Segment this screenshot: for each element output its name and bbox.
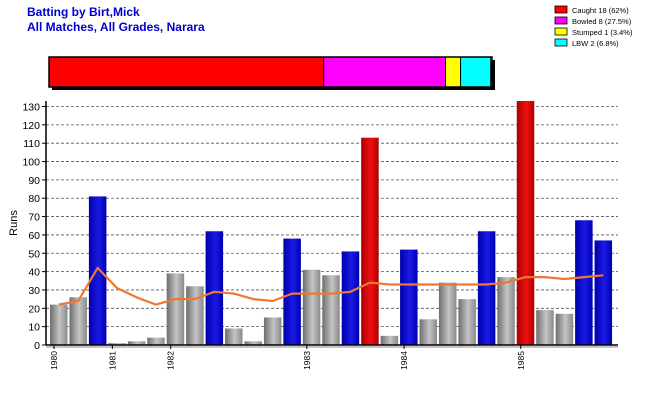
innings-bar-not_out — [594, 240, 613, 345]
y-tick-label: 30 — [28, 285, 40, 297]
innings-bar-out — [438, 282, 457, 345]
innings-bar-out — [322, 275, 340, 345]
innings-bar-not_out — [575, 220, 593, 345]
legend-label-stumped: Stumped 1 (3.4%) — [572, 28, 633, 37]
innings-bar-out — [186, 286, 204, 345]
innings-bar-not_out — [283, 238, 301, 345]
y-tick-label: 130 — [22, 102, 40, 114]
x-year-label: 1982 — [166, 351, 176, 370]
x-year-label: 1985 — [516, 351, 526, 370]
innings-bar-out — [225, 328, 243, 345]
x-year-label: 1980 — [49, 351, 59, 370]
legend-swatch-stumped — [554, 27, 568, 36]
y-tick-label: 110 — [23, 138, 40, 150]
innings-bar-out — [166, 273, 185, 345]
y-tick-label: 80 — [28, 193, 40, 205]
innings-bar-not_out — [205, 231, 224, 345]
innings-bar-not_out — [400, 249, 418, 345]
innings-bar-highlight — [516, 101, 535, 345]
innings-bar-out — [69, 297, 87, 345]
legend-swatch-lbw — [554, 38, 568, 47]
innings-bar-out — [108, 343, 126, 345]
y-tick-label: 0 — [34, 340, 40, 352]
average-line — [58, 266, 604, 306]
y-tick-label: 60 — [28, 230, 40, 242]
y-axis-label: Runs — [8, 210, 20, 236]
legend-label-lbw: LBW 2 (6.8%) — [572, 39, 619, 48]
x-year-label: 1983 — [302, 351, 312, 370]
y-tick-label: 100 — [22, 157, 40, 169]
legend-swatch-bowled — [554, 16, 568, 25]
y-tick-label: 120 — [22, 120, 40, 132]
y-tick-label: 40 — [28, 267, 40, 279]
legend-label-caught: Caught 18 (62%) — [572, 6, 629, 15]
y-tick-label: 70 — [28, 212, 40, 224]
innings-bar-out — [555, 313, 574, 345]
dismissal-segment-caught — [48, 56, 325, 88]
chart-title-line1: Batting by Birt,Mick — [27, 5, 140, 19]
x-year-label: 1984 — [399, 351, 409, 370]
y-tick-label: 10 — [28, 322, 40, 334]
innings-bar-not_out — [477, 231, 496, 345]
innings-bar-not_out — [88, 196, 107, 345]
innings-bar-out — [497, 277, 515, 345]
innings-bar-not_out — [341, 251, 360, 345]
innings-bar-out — [127, 341, 146, 345]
x-year-label: 1981 — [107, 351, 117, 370]
innings-bar-out — [419, 319, 438, 345]
y-tick-label: 20 — [28, 303, 40, 315]
innings-bar-out — [263, 317, 282, 345]
legend-swatch-caught — [554, 5, 568, 14]
y-tick-label: 50 — [28, 248, 40, 260]
chart-title-line2: All Matches, All Grades, Narara — [27, 20, 205, 34]
dismissal-bar-border — [48, 56, 493, 88]
innings-bar-out — [380, 335, 399, 345]
innings-bar-out — [244, 341, 262, 345]
innings-bar-out — [536, 310, 554, 345]
dismissal-segment-stumped — [444, 56, 462, 88]
y-tick-label: 90 — [28, 175, 40, 187]
innings-bar-out — [50, 304, 68, 345]
innings-bar-out — [458, 299, 476, 345]
dismissal-segment-bowled — [323, 56, 446, 88]
innings-bar-out — [147, 337, 165, 345]
dismissal-segment-lbw — [460, 56, 492, 88]
legend-label-bowled: Bowled 8 (27.5%) — [572, 17, 632, 26]
innings-bar-out — [302, 269, 321, 345]
innings-bar-highlight — [361, 137, 379, 345]
